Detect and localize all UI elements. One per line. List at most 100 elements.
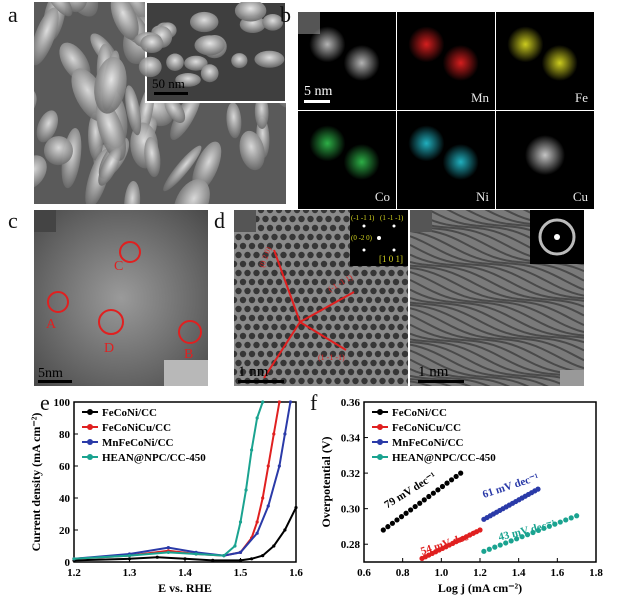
data-point xyxy=(283,528,287,532)
panel-label-f: f xyxy=(310,390,318,415)
panel-label-e: e xyxy=(40,390,50,415)
y-tick-label: 0.34 xyxy=(341,433,361,445)
data-point xyxy=(426,493,432,500)
chart-e-polarization: 1.2 1.3 1.4 1.5 1.6 0 20 40 60 80 100 E vs. RHE Curr… xyxy=(29,397,303,595)
y-tick-label: 20 xyxy=(59,525,71,537)
x-axis-label: Log j (mA cm⁻²) xyxy=(438,581,522,595)
x-tick-label: 0.6 xyxy=(357,567,371,579)
data-point xyxy=(255,520,259,524)
scale-text-d-right: 1 nm xyxy=(418,364,449,380)
data-point xyxy=(448,477,455,483)
scale-bar-d-right xyxy=(418,380,464,383)
y-tick-label: 80 xyxy=(59,429,71,441)
region-circle-b xyxy=(178,320,202,344)
data-point xyxy=(261,554,265,558)
data-point xyxy=(403,510,409,516)
data-point xyxy=(541,525,547,531)
data-point xyxy=(563,517,569,523)
data-point xyxy=(250,557,254,561)
data-point xyxy=(530,529,536,536)
sem-image xyxy=(34,2,286,204)
y-axis-label: Overpotential (V) xyxy=(319,437,333,528)
data-point xyxy=(183,557,187,561)
legend-entry: MnFeCoNi/CC xyxy=(392,437,464,449)
data-point xyxy=(524,532,531,538)
data-point xyxy=(477,527,483,533)
data-point xyxy=(421,497,427,503)
y-axis-label: Current density (mA cm⁻²) xyxy=(29,413,43,552)
x-tick-label: 1.8 xyxy=(589,567,603,579)
legend-entry: FeCoNi/CC xyxy=(102,407,157,419)
hrtem-lattice-d: (-1 -1 1) (1 -1 -1) (0 -2 0) [1 0 1] (0 … xyxy=(234,210,408,386)
eds-map-cu: Cu xyxy=(496,111,594,209)
x-tick-label: 1.3 xyxy=(123,567,137,579)
panel-label-b: b xyxy=(280,2,291,27)
x-tick-label: 0.8 xyxy=(396,567,410,579)
data-point xyxy=(244,488,248,492)
slope-annotation: 43 mV dec⁻¹ xyxy=(497,518,557,544)
region-circle-a xyxy=(47,291,69,313)
data-point xyxy=(453,473,459,480)
data-point xyxy=(535,486,541,492)
data-point xyxy=(250,448,254,452)
scale-bar-d-left xyxy=(238,380,284,383)
data-point xyxy=(417,500,423,506)
y-tick-label: 0.30 xyxy=(341,504,361,516)
eds-map-ni: Ni xyxy=(397,111,495,209)
data-point xyxy=(288,400,293,404)
y-tick-label: 0.36 xyxy=(341,397,361,409)
data-point xyxy=(535,527,542,534)
x-tick-label: 1.0 xyxy=(434,567,448,579)
scale-text-d-left: 1 nm xyxy=(238,364,269,380)
x-tick-label: 1.4 xyxy=(178,567,192,579)
data-point xyxy=(155,555,159,559)
data-point xyxy=(503,540,509,546)
x-tick-label: 1.2 xyxy=(67,567,81,579)
data-point xyxy=(272,432,276,436)
data-point xyxy=(266,464,270,468)
eds-map-co: Co xyxy=(298,111,396,209)
data-point xyxy=(492,544,498,550)
panel-label-c: c xyxy=(8,208,18,233)
data-point xyxy=(294,506,298,510)
eds-scale-bar xyxy=(304,100,330,103)
x-tick-label: 1.4 xyxy=(512,567,526,579)
data-point xyxy=(486,546,492,552)
data-point xyxy=(430,490,436,496)
data-point xyxy=(233,544,237,548)
data-point xyxy=(568,515,574,521)
eds-element-label: Ni xyxy=(476,189,489,204)
data-point xyxy=(481,548,487,554)
eds-scale-text: 5 nm xyxy=(304,84,333,99)
slope-annotation: 79 mV dec⁻¹ xyxy=(382,470,438,511)
region-circle-c xyxy=(119,241,141,263)
eds-map-fe: Fe xyxy=(496,12,594,110)
data-point xyxy=(255,416,259,420)
eds-element-label: Mn xyxy=(470,90,489,105)
legend-entry: FeCoNiCu/CC xyxy=(392,422,461,434)
x-tick-label: 1.6 xyxy=(289,567,303,579)
data-point xyxy=(458,470,464,476)
x-axis-label: E vs. RHE xyxy=(158,581,212,595)
region-label-d: D xyxy=(104,341,114,356)
region-label-b: B xyxy=(184,347,193,362)
data-point xyxy=(398,514,405,520)
data-point xyxy=(166,550,170,554)
eds-element-label: Co xyxy=(374,189,390,204)
x-tick-label: 1.5 xyxy=(234,567,248,579)
data-point xyxy=(385,524,391,530)
hrtem-image-d-right: 1 nm xyxy=(410,210,584,386)
data-point xyxy=(519,534,525,540)
data-point xyxy=(283,432,287,436)
y-tick-label: 0 xyxy=(65,557,71,569)
data-point xyxy=(408,507,414,513)
chart-f-tafel: 0.6 0.8 1.0 1.2 1.4 1.6 1.8 0.28 0.30 0.32 0.34 0.3… xyxy=(319,397,603,595)
data-point xyxy=(439,483,446,490)
data-point xyxy=(238,558,243,562)
eds-element-label: Cu xyxy=(572,189,588,204)
x-tick-label: 1.2 xyxy=(473,567,487,579)
region-label-c: C xyxy=(114,259,123,274)
data-point xyxy=(546,523,552,529)
scale-bar-c xyxy=(38,380,72,383)
panel-label-a: a xyxy=(8,2,18,27)
